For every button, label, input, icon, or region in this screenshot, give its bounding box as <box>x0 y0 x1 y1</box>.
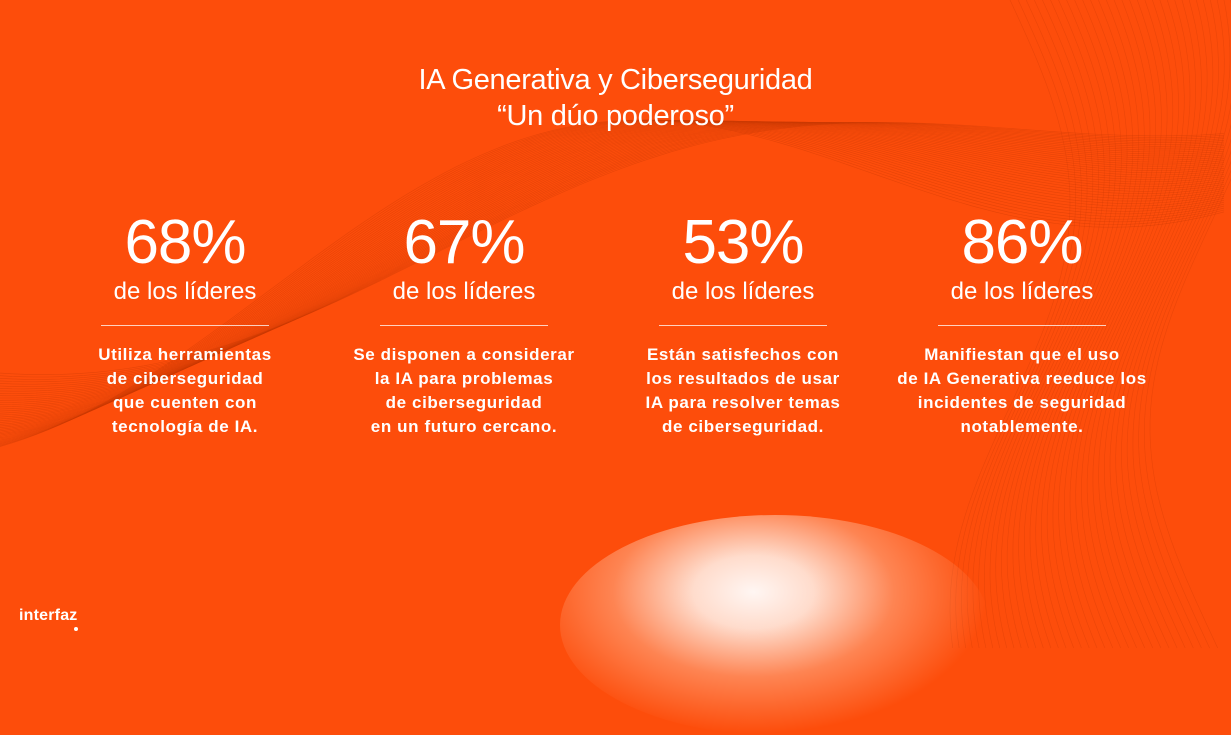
description-line: que cuenten con <box>112 393 258 412</box>
logo-dot-icon <box>74 627 78 631</box>
stat-card: 86% de los líderes Manifiestan que el us… <box>882 212 1162 439</box>
description-line: de ciberseguridad. <box>662 417 824 436</box>
stat-card: 53% de los líderes Están satisfechos con… <box>603 212 883 439</box>
description-line: incidentes de seguridad <box>917 393 1127 412</box>
description-line: notablemente. <box>960 417 1084 436</box>
stats-row: 68% de los líderes Utiliza herramientas … <box>45 212 1162 439</box>
stat-value: 86% <box>961 208 1083 277</box>
stat-divider <box>938 325 1106 326</box>
description-line: Utiliza herramientas <box>98 345 272 364</box>
description-line: Manifiestan que el uso <box>924 345 1120 364</box>
stat-subtitle: de los líderes <box>392 278 536 305</box>
stat-divider <box>659 325 827 326</box>
description-line: tecnología de IA. <box>111 417 259 436</box>
description-line: los resultados de usar <box>646 369 840 388</box>
description-line: la IA para problemas <box>374 369 554 388</box>
stat-description: Utiliza herramientas de ciberseguridad q… <box>45 343 325 439</box>
description-line: de ciberseguridad <box>106 369 264 388</box>
title-line-2: “Un dúo poderoso” <box>497 100 734 132</box>
stat-value: 68% <box>124 208 246 277</box>
description-line: Se disponen a considerar <box>353 345 575 364</box>
description-line: Están satisfechos con <box>646 345 840 364</box>
stat-divider <box>101 325 269 326</box>
page-title: IA Generativa y Ciberseguridad “Un dúo p… <box>0 62 1231 134</box>
brand-logo: interfaz <box>19 607 78 624</box>
stat-description: Manifiestan que el uso de IA Generativa … <box>882 343 1162 439</box>
stat-description: Están satisfechos con los resultados de … <box>603 343 883 439</box>
stat-subtitle: de los líderes <box>671 278 815 305</box>
stat-value: 53% <box>682 208 804 277</box>
description-line: de ciberseguridad <box>385 393 543 412</box>
description-line: de IA Generativa reeduce los <box>897 369 1147 388</box>
stat-subtitle: de los líderes <box>950 278 1094 305</box>
wave-lines-decoration <box>0 0 1231 649</box>
stat-card: 67% de los líderes Se disponen a conside… <box>324 212 604 439</box>
description-line: IA para resolver temas <box>645 393 841 412</box>
stat-value: 67% <box>403 208 525 277</box>
description-line: en un futuro cercano. <box>370 417 558 436</box>
stat-description: Se disponen a considerar la IA para prob… <box>324 343 604 439</box>
stat-divider <box>380 325 548 326</box>
stat-subtitle: de los líderes <box>113 278 257 305</box>
stat-card: 68% de los líderes Utiliza herramientas … <box>45 212 325 439</box>
title-line-1: IA Generativa y Ciberseguridad <box>418 64 813 96</box>
